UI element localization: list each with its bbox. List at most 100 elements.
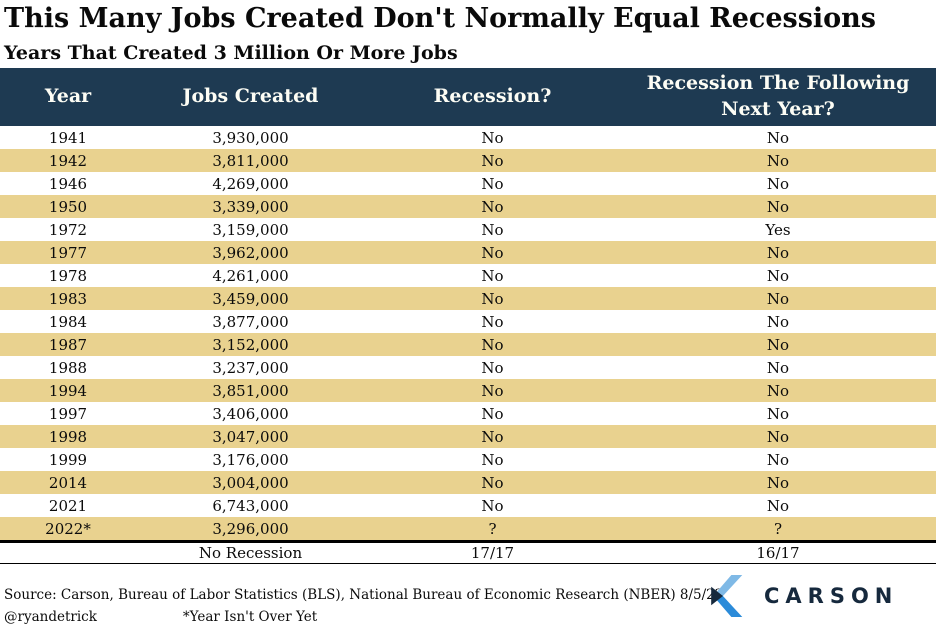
table-cell: ?: [773, 519, 783, 538]
table-cell: No: [766, 174, 790, 193]
table-cell: No: [766, 427, 790, 446]
table-cell: 3,296,000: [212, 519, 289, 538]
table-cell: 3,159,000: [212, 220, 289, 239]
table-cell: 3,176,000: [212, 450, 289, 469]
table-cell: No: [481, 427, 504, 446]
table-cell: 2021: [48, 496, 88, 515]
table-row: 1984 3,877,000 No No: [0, 310, 936, 333]
table-row: 1999 3,176,000 No No: [0, 448, 936, 471]
table-cell: No: [481, 496, 504, 515]
table-cell: 3,851,000: [212, 381, 289, 400]
column-header-recession: Recession?: [433, 85, 552, 108]
table-cell: No: [766, 404, 790, 423]
table-cell: No: [766, 151, 790, 170]
table-cell: No: [481, 197, 504, 216]
table-cell: 1950: [48, 197, 88, 216]
summary-row: No Recession 17/17 16/17: [0, 540, 936, 564]
table-header-row: Year Jobs Created Recession? Recession T…: [0, 68, 936, 126]
table-row: 1977 3,962,000 No No: [0, 241, 936, 264]
summary-cell-recession-next: 16/17: [756, 544, 800, 562]
table-cell: 4,261,000: [212, 266, 289, 285]
table-cell: 1983: [48, 289, 88, 308]
table-row: 1997 3,406,000 No No: [0, 402, 936, 425]
table-cell: 3,237,000: [212, 358, 289, 377]
table-cell: No: [766, 496, 790, 515]
table-row: 1950 3,339,000 No No: [0, 195, 936, 218]
table-cell: Yes: [765, 220, 791, 239]
summary-cell-recession: 17/17: [470, 544, 515, 562]
table-row: 2022* 3,296,000??: [0, 517, 936, 540]
table-cell: No: [481, 289, 504, 308]
table-row: 1946 4,269,000 No No: [0, 172, 936, 195]
source-text: Source: Carson, Bureau of Labor Statisti…: [4, 587, 724, 603]
table-cell: 1994: [48, 381, 88, 400]
table-cell: 1997: [48, 404, 88, 423]
table-cell: No: [481, 335, 504, 354]
carson-logo-text: CARSON: [764, 584, 899, 608]
table-cell: No: [766, 289, 790, 308]
table-cell: No: [481, 266, 504, 285]
table-cell: No: [766, 381, 790, 400]
table-cell: No: [481, 220, 504, 239]
table-cell: No: [481, 174, 504, 193]
summary-cell-jobs: No Recession: [198, 544, 303, 562]
table-cell: No: [766, 197, 790, 216]
table-cell: No: [481, 128, 504, 147]
table-cell: 3,459,000: [212, 289, 289, 308]
column-header-jobs-created: Jobs Created: [182, 85, 319, 108]
table-cell: 1977: [48, 243, 88, 262]
table-cell: No: [481, 404, 504, 423]
table-row: 1987 3,152,000 No No: [0, 333, 936, 356]
table-cell: 2014: [48, 473, 88, 492]
table-row: 1972 3,159,000 No Yes: [0, 218, 936, 241]
table-cell: No: [766, 358, 790, 377]
table-cell: 1984: [48, 312, 88, 331]
jobs-recession-table: Year Jobs Created Recession? Recession T…: [0, 68, 936, 564]
table-cell: 3,406,000: [212, 404, 289, 423]
table-cell: 3,877,000: [212, 312, 289, 331]
table-cell: 3,152,000: [212, 335, 289, 354]
table-cell: No: [481, 312, 504, 331]
table-cell: 6,743,000: [212, 496, 289, 515]
table-row: 1998 3,047,000 No No: [0, 425, 936, 448]
table-cell: 3,811,000: [212, 151, 289, 170]
table-cell: 3,339,000: [212, 197, 289, 216]
table-cell: ?: [488, 519, 497, 538]
table-row: 1994 3,851,000 No No: [0, 379, 936, 402]
table-cell: No: [481, 381, 504, 400]
footer-line: @ryandetrick *Year Isn't Over Yet: [4, 609, 317, 625]
table-row: 1941 3,930,000 No No: [0, 126, 936, 149]
table-cell: 2022*: [45, 519, 91, 538]
table-row: 1942 3,811,000 No No: [0, 149, 936, 172]
table-cell: 4,269,000: [212, 174, 289, 193]
table-cell: No: [766, 312, 790, 331]
table-cell: 3,004,000: [212, 473, 289, 492]
table-cell: 3,930,000: [212, 128, 289, 147]
carson-logo: CARSON: [708, 575, 898, 617]
table-cell: 1946: [48, 174, 88, 193]
table-cell: No: [481, 151, 504, 170]
table-cell: 3,047,000: [212, 427, 289, 446]
table-cell: No: [766, 243, 790, 262]
page-title: This Many Jobs Created Don't Normally Eq…: [4, 3, 877, 34]
table-cell: No: [481, 450, 504, 469]
table-cell: 1941: [48, 128, 88, 147]
table-cell: No: [766, 128, 790, 147]
table-cell: No: [766, 450, 790, 469]
carson-logo-icon: [711, 575, 743, 617]
table-cell: No: [481, 473, 504, 492]
table-cell: No: [481, 358, 504, 377]
table-cell: No: [766, 335, 790, 354]
table-cell: No: [766, 266, 790, 285]
table-body: 1941 3,930,000 No No 1942 3,811,000 No No 1946 4,…: [0, 126, 936, 540]
table-cell: No: [766, 473, 790, 492]
table-cell: No: [481, 243, 504, 262]
table-cell: 1972: [48, 220, 88, 239]
table-cell: 1999: [48, 450, 88, 469]
table-cell: 1978: [48, 266, 88, 285]
footnote-text: *Year Isn't Over Yet: [182, 609, 318, 625]
table-cell: 1998: [48, 427, 88, 446]
table-cell: 1942: [48, 151, 88, 170]
twitter-handle: @ryandetrick: [4, 609, 97, 625]
